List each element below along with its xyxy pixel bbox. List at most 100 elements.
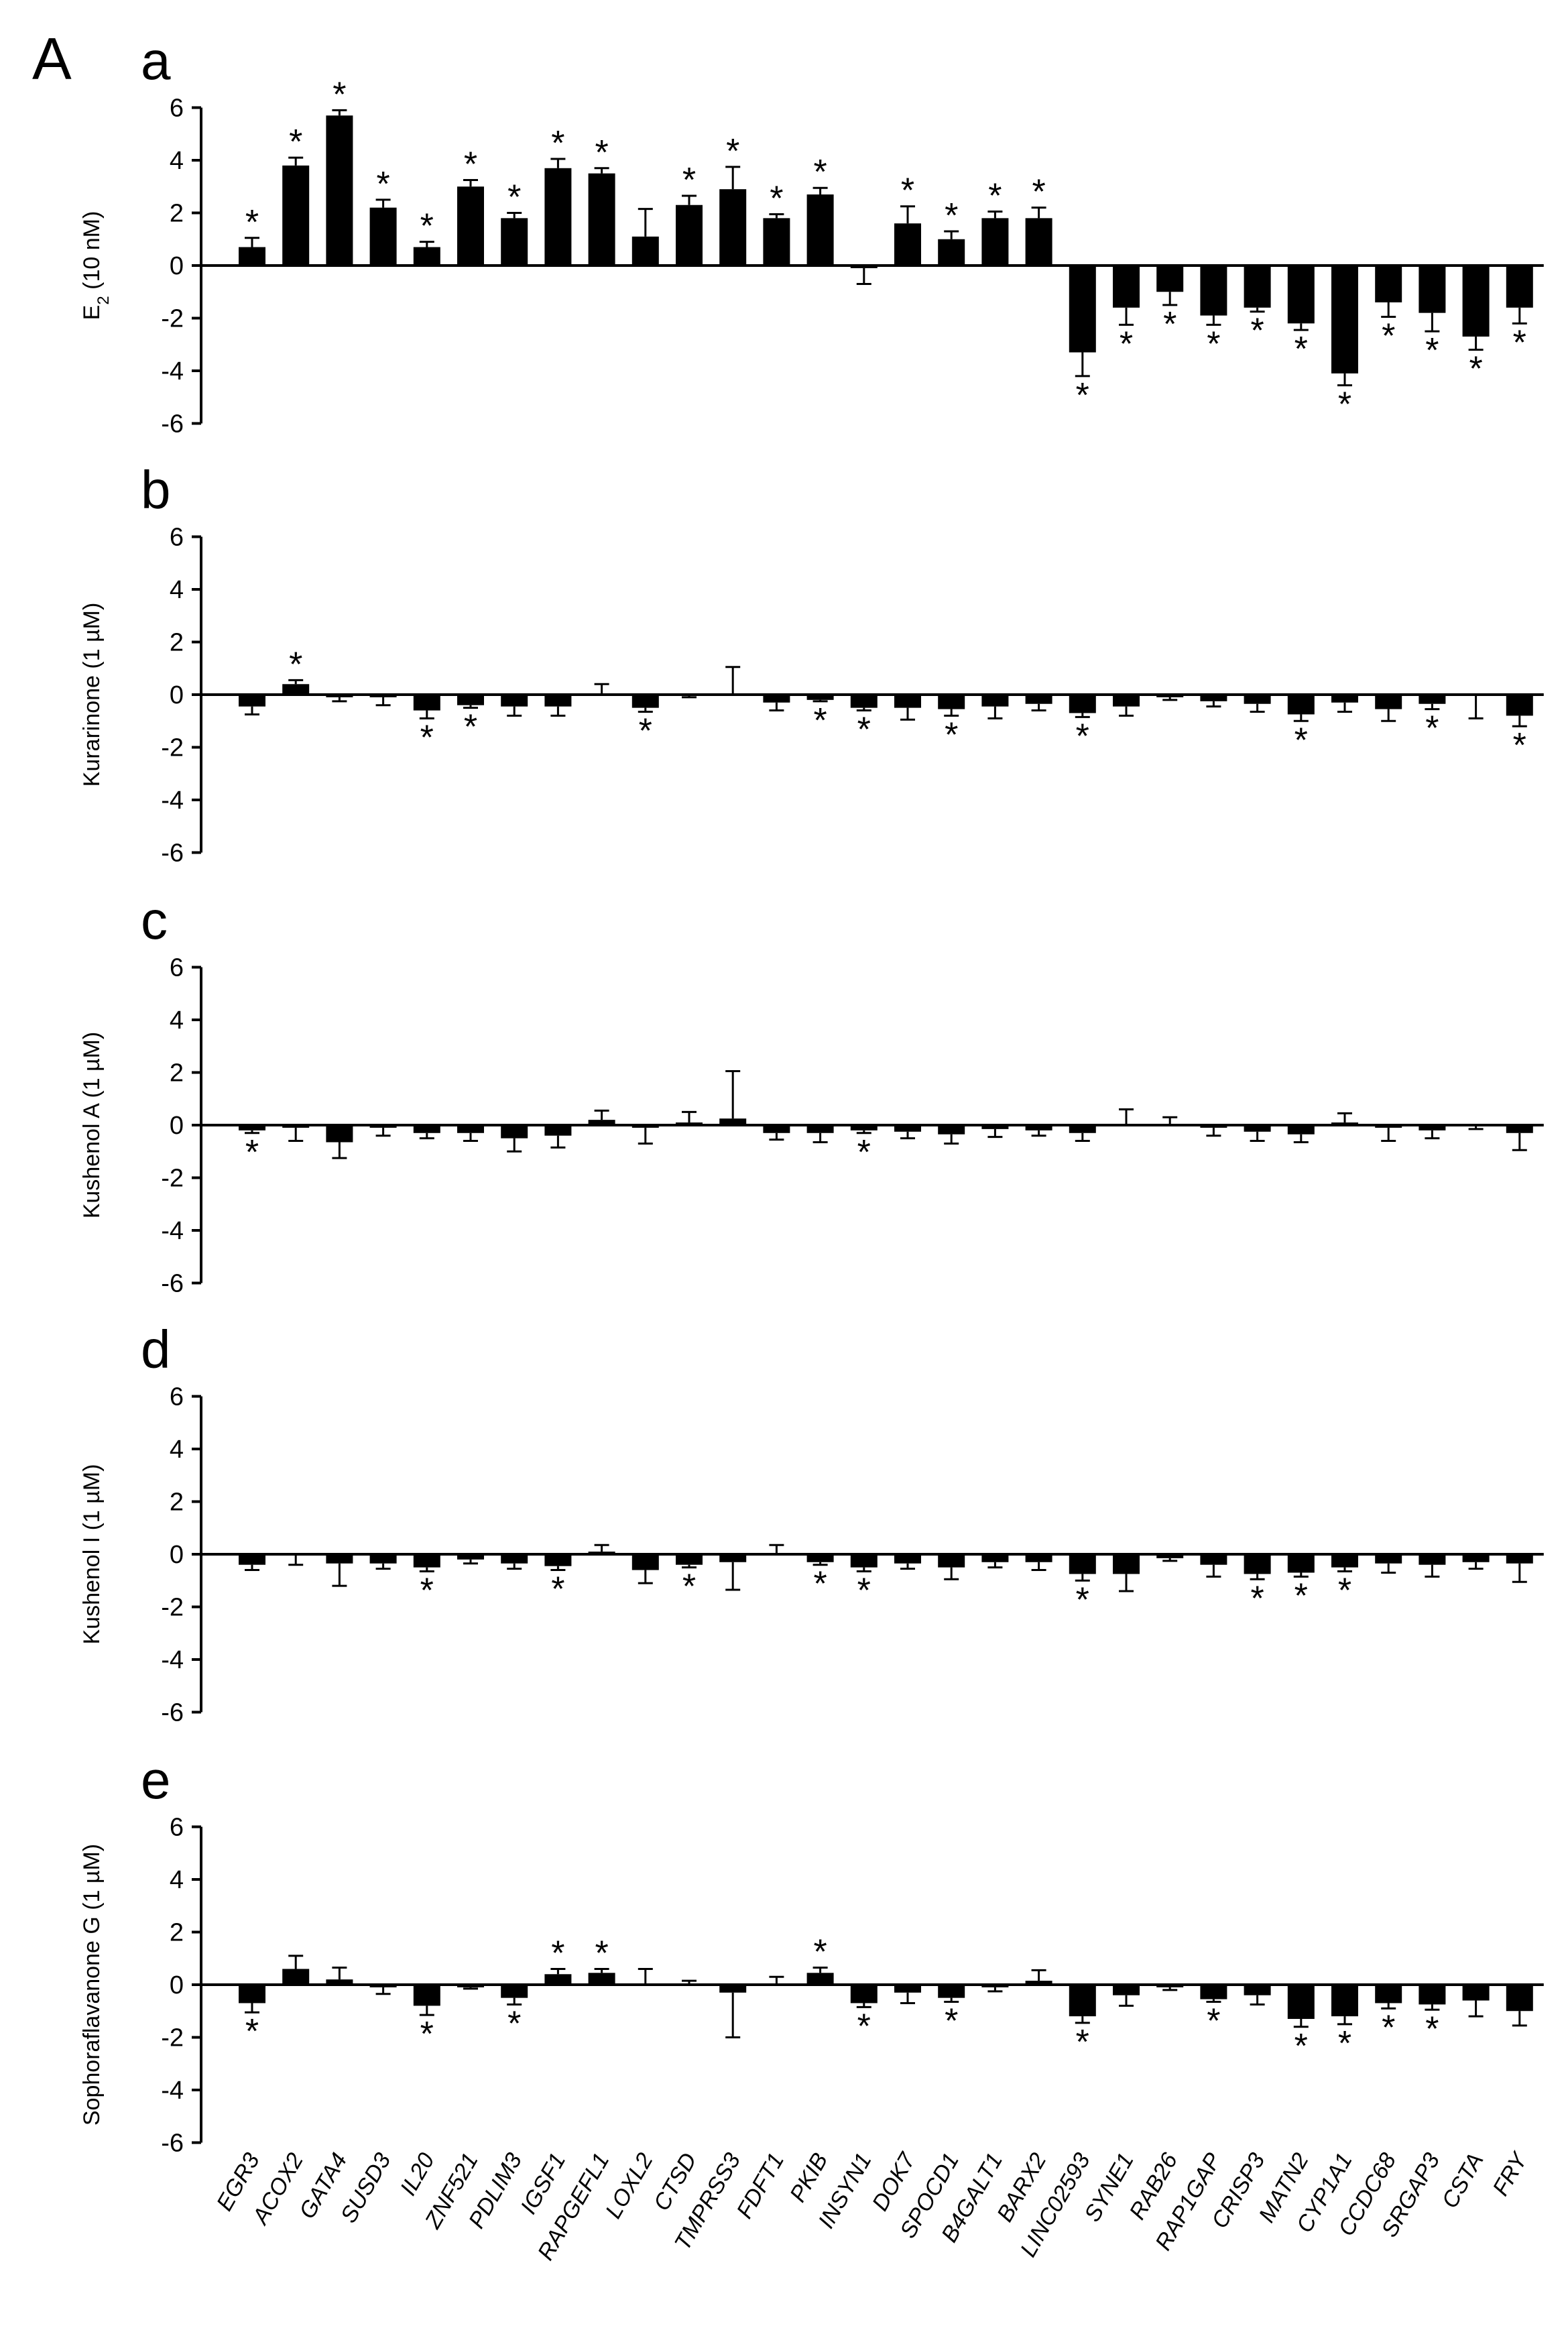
significance-star: * <box>1338 1572 1351 1611</box>
significance-star: * <box>1338 386 1351 424</box>
bar <box>326 1554 353 1564</box>
significance-star: * <box>1382 317 1395 356</box>
bar <box>806 695 834 700</box>
bar <box>981 218 1009 266</box>
y-tick-label: -2 <box>161 305 184 333</box>
bar <box>763 218 790 266</box>
bar <box>588 1552 615 1554</box>
y-tick-label: 2 <box>170 200 184 228</box>
bar <box>894 1985 921 1993</box>
bar <box>1200 695 1227 701</box>
bar <box>588 1973 615 1985</box>
bar <box>457 1985 484 1987</box>
bar <box>1156 695 1184 697</box>
bar <box>1287 1985 1315 2020</box>
significance-star: * <box>945 196 958 235</box>
bar <box>1113 1554 1140 1574</box>
y-tick-label: -6 <box>161 1699 184 1727</box>
significance-star: * <box>420 207 434 246</box>
bar <box>1419 1125 1446 1130</box>
bar <box>1419 1985 1446 2005</box>
bar <box>894 223 921 266</box>
bar <box>806 194 834 266</box>
bar <box>544 1125 572 1136</box>
bar <box>1375 695 1402 709</box>
bar <box>938 1125 965 1135</box>
bar <box>1156 1985 1184 1987</box>
bar <box>588 693 615 695</box>
y-tick-label: -6 <box>161 1270 184 1298</box>
bar <box>1113 1124 1140 1126</box>
bar <box>719 189 747 266</box>
bar <box>369 1985 397 1987</box>
significance-star: * <box>857 1133 871 1172</box>
bar <box>1375 1125 1402 1128</box>
bar <box>1069 1125 1096 1133</box>
y-tick-label: 0 <box>170 252 184 280</box>
bar <box>631 236 659 266</box>
bar <box>1331 1554 1358 1568</box>
bar <box>239 1985 265 2003</box>
bar <box>1200 1554 1227 1565</box>
significance-star: * <box>1076 1580 1089 1619</box>
significance-star: * <box>289 645 302 684</box>
y-tick-label: 4 <box>170 1436 184 1464</box>
significance-star: * <box>1120 325 1133 363</box>
y-axis-label: Kurarinone (1 µM) <box>79 603 105 787</box>
significance-star: * <box>682 1568 696 1607</box>
bar <box>631 695 659 708</box>
bar <box>719 1118 747 1125</box>
bar <box>1025 218 1052 266</box>
significance-star: * <box>639 712 652 751</box>
y-tick-label: -2 <box>161 1594 184 1622</box>
bar <box>894 1554 921 1564</box>
significance-star: * <box>1207 2002 1220 2041</box>
significance-star: * <box>1513 323 1526 362</box>
bar <box>1506 266 1533 308</box>
bar <box>1287 266 1315 324</box>
bar <box>1287 1125 1315 1135</box>
significance-star: * <box>464 145 477 184</box>
bar <box>369 1125 397 1128</box>
bar <box>1025 695 1052 704</box>
y-tick-label: 6 <box>170 954 184 982</box>
y-axis-label: Kushenol A (1 µM) <box>79 1032 105 1219</box>
y-tick-label: -2 <box>161 1165 184 1193</box>
bar <box>806 1973 834 1985</box>
bar <box>763 695 790 703</box>
x-tick-label: IL20 <box>396 2148 440 2199</box>
significance-star: * <box>1382 2008 1395 2047</box>
bar <box>1375 1554 1402 1564</box>
bar <box>326 1979 353 1985</box>
bar <box>1375 1985 1402 2003</box>
y-tick-label: 2 <box>170 629 184 657</box>
bar <box>1331 1985 1358 2017</box>
significance-star: * <box>420 1572 434 1611</box>
bar <box>413 247 440 266</box>
bar <box>1375 266 1402 302</box>
significance-star: * <box>1513 726 1526 765</box>
bar <box>282 165 310 266</box>
bar <box>1419 1554 1446 1565</box>
significance-star: * <box>945 2002 958 2041</box>
bar <box>806 1125 834 1133</box>
significance-star: * <box>507 178 521 217</box>
significance-star: * <box>901 172 914 211</box>
y-tick-label: 6 <box>170 1814 184 1842</box>
bar <box>282 1969 310 1985</box>
bar <box>1069 695 1096 713</box>
bar <box>1287 1554 1315 1573</box>
bar <box>1419 695 1446 704</box>
bar <box>981 1985 1009 1987</box>
bar <box>588 1120 615 1125</box>
significance-star: * <box>682 161 696 200</box>
bar <box>1200 1985 1227 1999</box>
bar <box>1200 266 1227 316</box>
bar <box>676 1554 703 1565</box>
significance-star: * <box>1076 717 1089 756</box>
y-tick-label: 4 <box>170 576 184 604</box>
bar <box>1156 266 1184 292</box>
significance-star: * <box>726 132 739 171</box>
significance-star: * <box>1294 2027 1308 2066</box>
